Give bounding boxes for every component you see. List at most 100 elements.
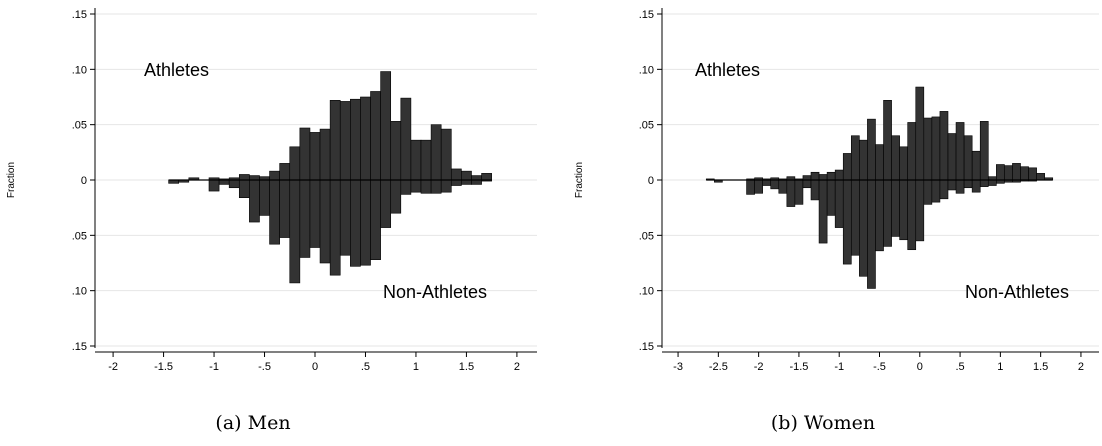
y-tick-label: .10 [72,286,87,298]
athletes-bar [818,174,828,181]
athletes-annotation: Athletes [144,60,209,80]
athletes-bar [339,101,351,181]
non-athletes-bar [450,179,462,186]
non-athletes-bar [867,179,876,289]
athletes-bar [299,127,311,181]
y-tick-label: .05 [72,230,87,242]
x-tick-label: 2 [1078,361,1084,373]
athletes-bar [963,135,973,181]
non-athletes-bar [907,179,917,251]
athletes-bar [810,171,820,181]
non-athletes-bar [370,179,381,260]
x-tick-label: .5 [361,361,370,373]
non-athletes-bar [259,179,270,216]
x-tick-label: -1.5 [154,361,173,373]
y-axis-label: Fraction [6,162,17,198]
non-athletes-bar [826,179,836,216]
x-tick-label: 1 [997,361,1003,373]
athletes-bar [430,124,442,181]
non-athletes-bar [899,179,909,241]
non-athletes-bar [400,179,412,195]
non-athletes-bar [420,179,432,194]
athletes-bar [471,175,482,181]
non-athletes-bar [883,179,892,247]
non-athletes-annotation: Non-Athletes [965,282,1069,302]
non-athletes-bar [461,179,472,185]
non-athletes-bar [891,179,900,237]
athletes-bar [380,71,392,181]
y-tick-label: .15 [639,9,654,21]
x-tick-label: -2 [108,361,118,373]
y-tick-label: .15 [72,9,87,21]
y-tick-label: .10 [639,286,654,298]
y-tick-label: .15 [639,341,654,353]
x-tick-label: -.5 [258,361,271,373]
y-tick-label: .05 [639,120,654,132]
athletes-bar [269,170,280,181]
panel-men: .15 .10 .05 0 .05 .10 .15 -2 -1.5 -1 -.5 0 .5 1 1.5 2 Fr… [6,8,537,434]
non-athletes-bar [778,179,788,194]
athletes-bar [461,170,472,181]
athletes-bar [279,163,291,181]
athletes-bar [947,133,957,181]
y-tick-label: .15 [72,341,87,353]
non-athletes-bar [834,179,844,228]
athletes-bar [1020,166,1029,181]
x-tick-label: 2 [514,361,520,373]
non-athletes-bar [786,179,796,207]
non-athletes-bar [971,179,981,193]
athletes-bar [1012,163,1021,181]
non-athletes-bar [931,179,941,203]
athletes-bar [907,122,917,181]
non-athletes-bar [410,179,422,193]
non-athletes-bar [309,179,321,248]
athletes-bar [996,164,1005,181]
athletes-bar [802,175,812,181]
non-athletes-bar [955,179,965,194]
non-athletes-bar [380,179,392,228]
athletes-bar [931,116,941,181]
x-tick-label: -2 [754,361,764,373]
panel-caption: (a) Men [215,412,290,434]
non-athletes-bar [810,179,820,201]
athletes-bar [915,86,925,181]
non-athletes-bar [979,179,989,187]
y-tick-label: .05 [72,120,87,132]
non-athletes-bar [818,179,828,244]
non-athletes-bar [339,179,351,256]
non-athletes-bar [939,179,949,200]
athletes-bar [834,169,844,181]
athletes-bar [891,135,900,181]
non-athletes-bar [875,179,884,252]
non-athletes-bar [794,179,804,205]
non-athletes-bar [746,179,755,195]
x-tick-label: -.5 [873,361,886,373]
athletes-bar [1004,165,1013,181]
non-athletes-bar [289,179,301,284]
non-athletes-bar [842,179,852,265]
y-axis-label: Fraction [574,162,585,198]
athletes-bar [979,121,989,181]
x-tick-label: -3 [673,361,683,373]
athletes-bar [883,100,892,181]
non-athletes-bar [228,179,240,189]
non-athletes-bar [947,179,957,191]
panel-caption: (b) Women [771,412,875,434]
athletes-bar [867,118,876,181]
non-athletes-bar [859,179,868,277]
athletes-bar [249,175,260,181]
non-athletes-bar [915,179,925,242]
y-tick-label: 0 [648,175,654,187]
x-tick-label: 0 [917,361,923,373]
panel-women: .15 .10 .05 0 .05 .10 .15 -3 -2.5 -2 -1.5 -1 -.5 0 .5 1… [574,8,1099,434]
athletes-bar [350,98,361,181]
athletes-bar [289,146,301,181]
athletes-bar [875,144,884,181]
y-tick-label: .10 [639,64,654,76]
x-tick-label: 0 [312,361,318,373]
non-athletes-bar [319,179,331,264]
athletes-bar [826,171,836,181]
athletes-bar [923,117,933,181]
athletes-bar [370,91,381,181]
